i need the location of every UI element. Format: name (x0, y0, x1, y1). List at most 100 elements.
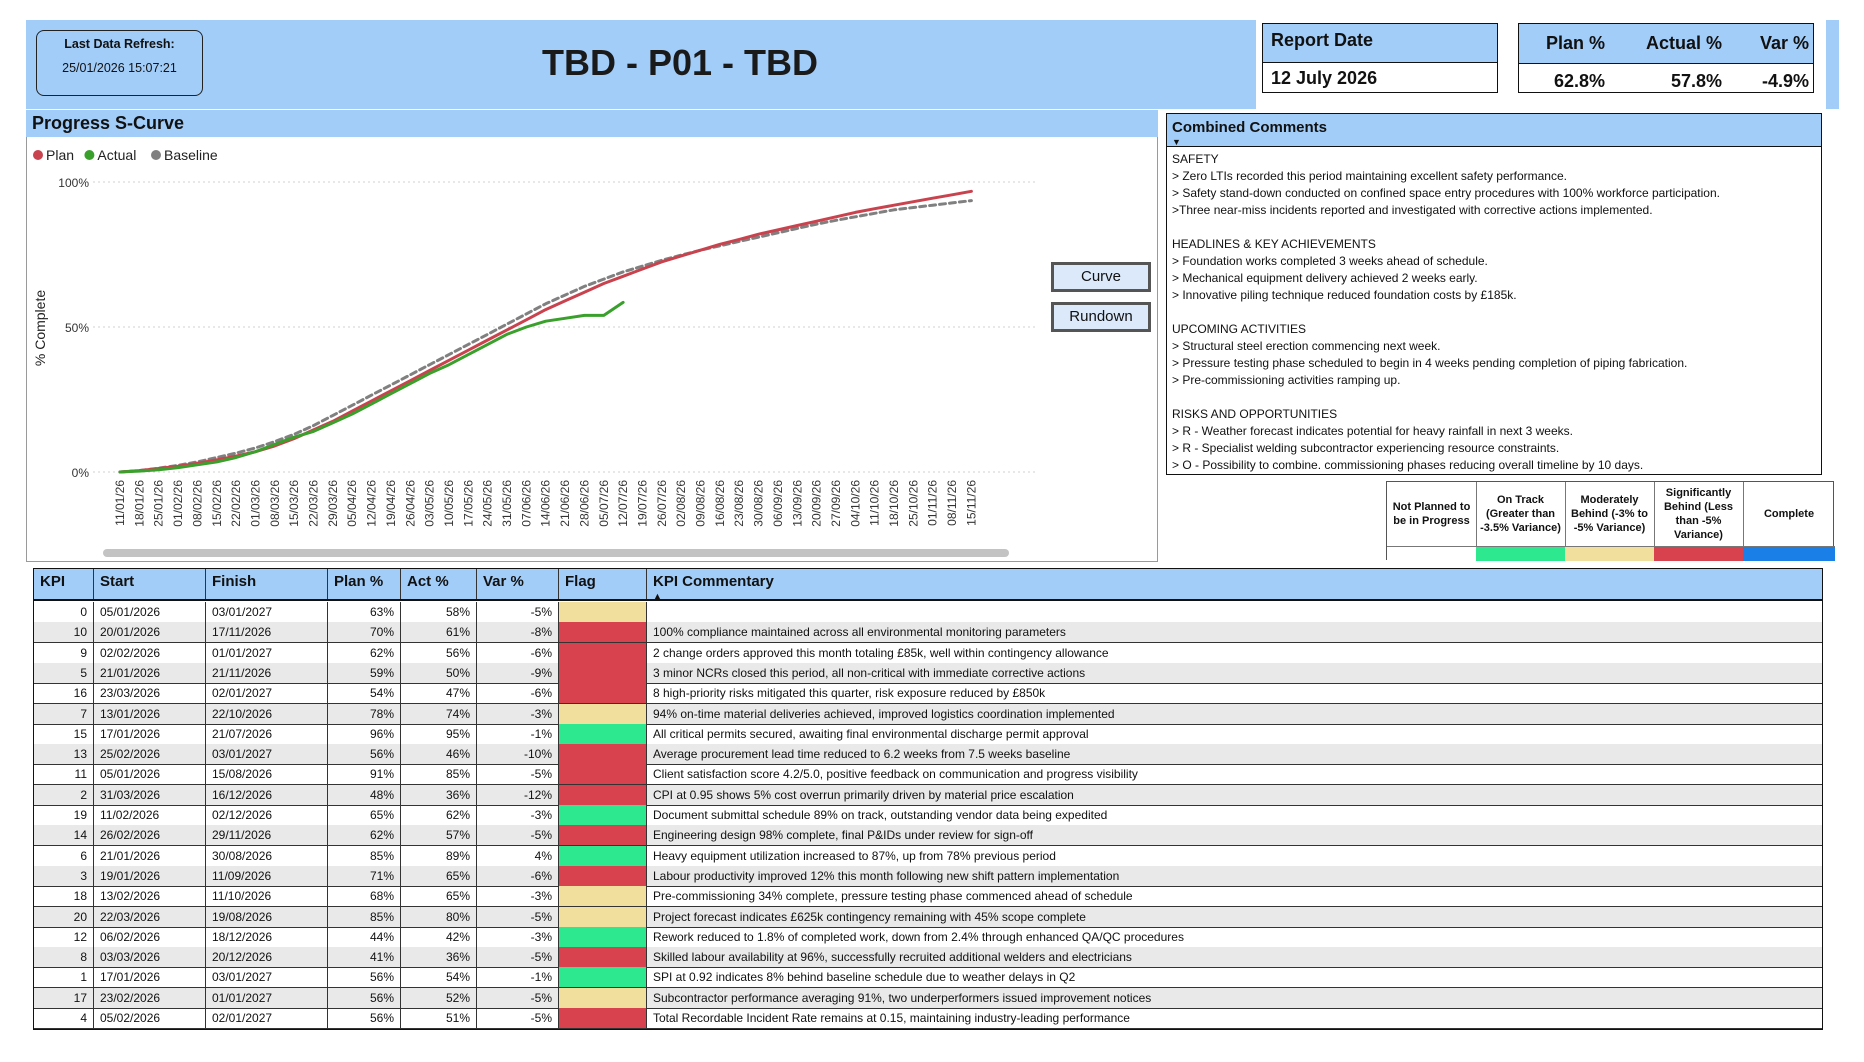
x-tick-label: 02/08/26 (674, 480, 688, 527)
column-header-label: Start (100, 573, 135, 590)
column-header-act[interactable]: Act % (401, 569, 477, 599)
cell-kpi: 7 (34, 703, 94, 724)
table-row[interactable]: 1 17/01/2026 03/01/2027 56% 54% -1% SPI at 0.9… (34, 967, 1822, 989)
table-row[interactable]: 4 05/02/2026 02/01/2027 56% 51% -5% Total Reco… (34, 1008, 1822, 1029)
x-tick-label: 24/05/26 (481, 480, 495, 527)
x-tick-label: 05/04/26 (345, 480, 359, 527)
cell-comment: Labour productivity improved 12% this mo… (653, 868, 1120, 883)
x-tick-label: 06/09/26 (771, 480, 785, 527)
x-tick-label: 13/09/26 (790, 480, 804, 527)
cell-plan: 62% (328, 642, 401, 663)
column-header-var[interactable]: Var % (477, 569, 559, 599)
cell-act: 50% (401, 662, 477, 683)
x-tick-label: 01/03/26 (248, 480, 262, 527)
column-header-flag[interactable]: Flag (559, 569, 647, 599)
cell-finish: 01/01/2027 (206, 987, 328, 1008)
flag-cell (559, 987, 647, 1008)
rundown-button[interactable]: Rundown (1051, 302, 1151, 332)
cell-act: 42% (401, 926, 477, 947)
cell-kpi: 17 (34, 987, 94, 1008)
cell-var: -8% (477, 622, 559, 643)
table-row[interactable]: 5 21/01/2026 21/11/2026 59% 50% -9% 3 minor NC… (34, 662, 1822, 684)
flag-cell (559, 1008, 647, 1028)
comment-line: > Structural steel erection commencing n… (1172, 339, 1441, 353)
cell-start: 02/02/2026 (94, 642, 206, 663)
column-header-kpi[interactable]: KPI (34, 569, 94, 599)
table-row[interactable]: 16 23/03/2026 02/01/2027 54% 47% -6% 8 high-pr… (34, 683, 1822, 705)
cell-comment: Client satisfaction score 4.2/5.0, posit… (653, 767, 1138, 782)
sort-ascending-icon[interactable]: ▲ (653, 591, 662, 601)
comment-line: > R - Specialist welding subcontractor e… (1172, 441, 1560, 455)
cell-finish: 11/10/2026 (206, 886, 328, 907)
cell-start: 26/02/2026 (94, 825, 206, 846)
sort-caret-icon[interactable]: ▼ (1172, 137, 1181, 147)
table-row[interactable]: 6 21/01/2026 30/08/2026 85% 89% 4% Heavy equip… (34, 845, 1822, 867)
cell-var: 4% (477, 845, 559, 866)
last-refresh-box: Last Data Refresh: 25/01/2026 15:07:21 (36, 30, 203, 96)
cell-start: 13/01/2026 (94, 703, 206, 724)
table-row[interactable]: 3 19/01/2026 11/09/2026 71% 65% -6% Labour pro… (34, 865, 1822, 887)
var-pct-label: Var % (1759, 33, 1809, 53)
scurve-chart: Plan Actual Baseline 0% 50% 100% % Complete 11/… (32, 147, 1037, 527)
table-row[interactable]: 10 20/01/2026 17/11/2026 70% 61% -8% 100% comp… (34, 622, 1822, 644)
kpi-table: KPI Start Finish Plan % Act % Var % Flag KPI Co… (33, 568, 1823, 1030)
chart-horizontal-scrollbar[interactable] (103, 549, 1009, 557)
table-row[interactable]: 12 06/02/2026 18/12/2026 44% 42% -3% Rework re… (34, 926, 1822, 948)
comment-line: > O - Possibility to combine. commission… (1172, 458, 1644, 472)
table-row[interactable]: 18 13/02/2026 11/10/2026 68% 65% -3% Pre-commi… (34, 886, 1822, 908)
table-row[interactable]: 9 02/02/2026 01/01/2027 62% 56% -6% 2 change o… (34, 642, 1822, 664)
column-header-start[interactable]: Start (94, 569, 206, 599)
x-tick-label: 17/05/26 (461, 480, 475, 527)
cell-var: -10% (477, 744, 559, 765)
table-row[interactable]: 13 25/02/2026 03/01/2027 56% 46% -10% Average … (34, 744, 1822, 766)
x-tick-label: 22/02/26 (229, 480, 243, 527)
column-header-plan[interactable]: Plan % (328, 569, 401, 599)
table-row[interactable]: 20 22/03/2026 19/08/2026 85% 80% -5% Project f… (34, 906, 1822, 928)
table-row[interactable]: 0 05/01/2026 03/01/2027 63% 58% -5% (34, 602, 1822, 623)
table-row[interactable]: 15 17/01/2026 21/07/2026 96% 95% -1% All criti… (34, 723, 1822, 745)
x-tick-label: 07/06/26 (519, 480, 533, 527)
curve-button[interactable]: Curve (1051, 262, 1151, 292)
table-row[interactable]: 11 05/01/2026 15/08/2026 91% 85% -5% Client sa… (34, 764, 1822, 786)
combined-comments-panel: Combined Comments ▼ SAFETY > Zero LTIs re… (1166, 113, 1822, 475)
last-refresh-value: 25/01/2026 15:07:21 (62, 61, 177, 75)
column-header-finish[interactable]: Finish (206, 569, 328, 599)
cell-finish: 02/01/2027 (206, 1008, 328, 1028)
column-header-comment[interactable]: KPI Commentary ▲ (647, 569, 1821, 601)
cell-start: 23/03/2026 (94, 683, 206, 704)
legend-actual-label: Actual (97, 147, 136, 163)
flag-cell (559, 805, 647, 825)
cell-finish: 03/01/2027 (206, 602, 328, 622)
page-title: TBD - P01 - TBD (541, 42, 818, 83)
cell-kpi: 12 (34, 926, 94, 947)
progress-summary-card: Plan % Actual % Var % 62.8% 57.8% -4.9% (1518, 23, 1814, 93)
cell-plan: 85% (328, 906, 401, 927)
legend-plan-label: Plan (46, 147, 74, 163)
cell-kpi: 20 (34, 906, 94, 927)
cell-act: 52% (401, 987, 477, 1008)
column-header-label: KPI (40, 573, 66, 590)
table-row[interactable]: 8 03/03/2026 20/12/2026 41% 36% -5% Skilled la… (34, 947, 1822, 969)
comment-line: > Zero LTIs recorded this period maintai… (1172, 169, 1567, 183)
cell-kpi: 16 (34, 683, 94, 704)
cell-act: 46% (401, 744, 477, 765)
cell-plan: 71% (328, 865, 401, 886)
cell-comment: 3 minor NCRs closed this period, all non… (653, 665, 1086, 680)
table-row[interactable]: 19 11/02/2026 02/12/2026 65% 62% -3% Document … (34, 805, 1822, 826)
cell-finish: 16/12/2026 (206, 784, 328, 805)
cell-finish: 02/01/2027 (206, 683, 328, 704)
table-row[interactable]: 14 26/02/2026 29/11/2026 62% 57% -5% Engineeri… (34, 825, 1822, 847)
flag-cell (559, 622, 647, 643)
x-tick-label: 28/06/26 (577, 480, 591, 527)
table-row[interactable]: 2 31/03/2026 16/12/2026 48% 36% -12% CPI at 0.… (34, 784, 1822, 806)
cell-act: 89% (401, 845, 477, 866)
cell-var: -5% (477, 825, 559, 846)
flag-cell (559, 886, 647, 907)
comment-line: >Three near-miss incidents reported and … (1172, 203, 1653, 217)
series-baseline-line (118, 199, 973, 474)
table-row[interactable]: 17 23/02/2026 01/01/2027 56% 52% -5% Subcontra… (34, 987, 1822, 1009)
x-tick-label: 19/04/26 (384, 480, 398, 527)
table-row[interactable]: 7 13/01/2026 22/10/2026 78% 74% -3% 94% on-tim… (34, 703, 1822, 725)
cell-act: 74% (401, 703, 477, 724)
x-tick-label: 12/04/26 (365, 480, 379, 527)
